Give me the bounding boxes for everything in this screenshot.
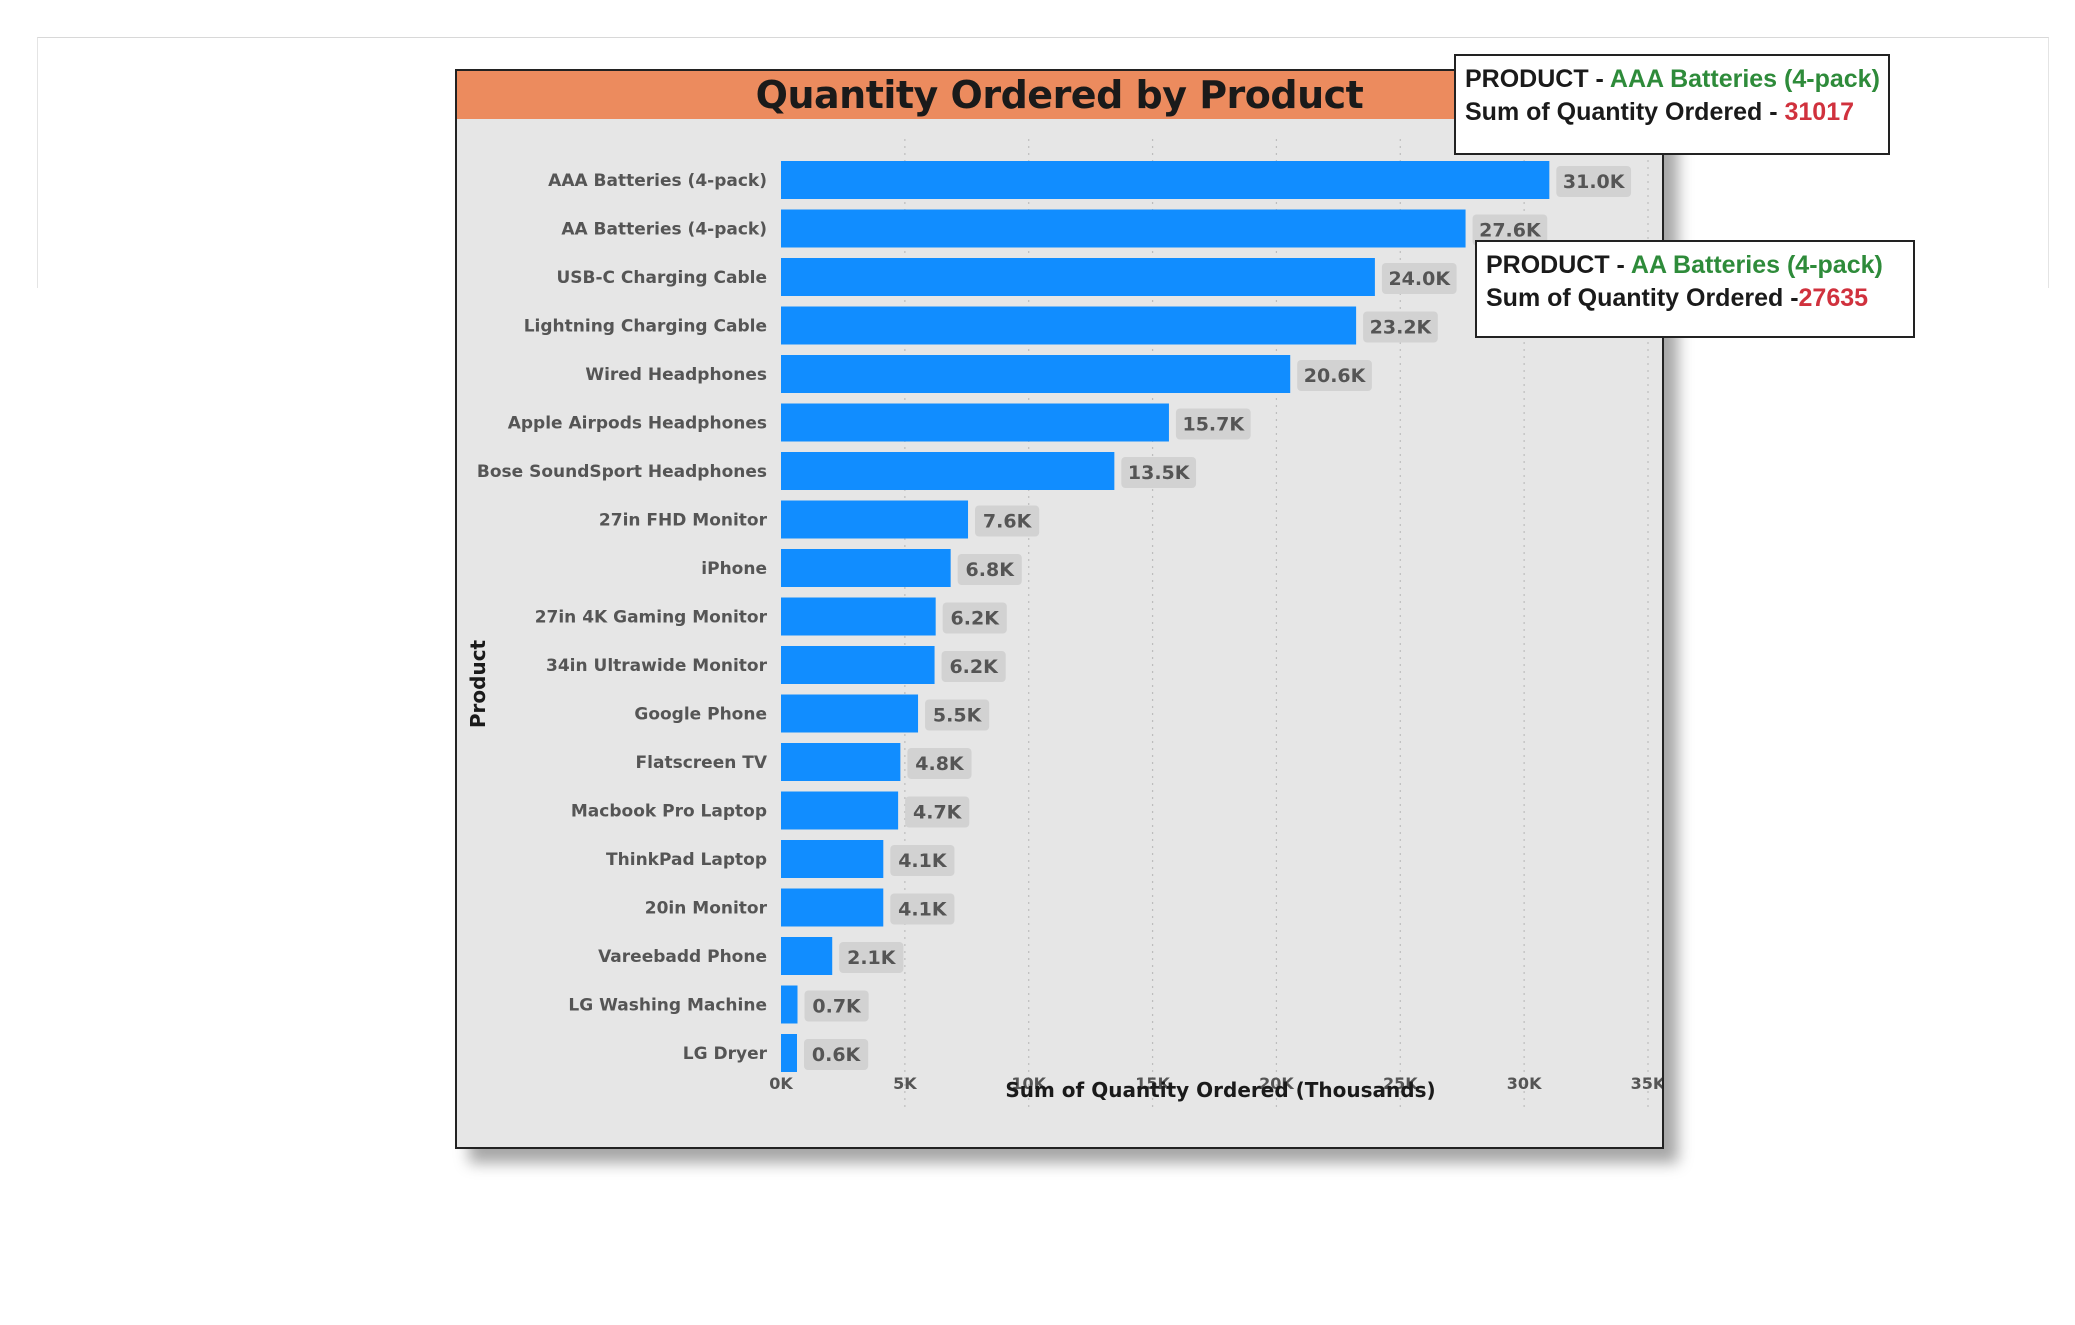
tooltip-product-label: PRODUCT -: [1465, 65, 1610, 93]
bar: [781, 937, 833, 975]
bar: [781, 258, 1375, 296]
tooltip-aaa-batteries: PRODUCT - AAA Batteries (4-pack) Sum of …: [1454, 54, 1890, 155]
bar: [781, 355, 1291, 393]
data-label-background: [890, 893, 955, 925]
bar: [781, 985, 798, 1024]
y-axis-title: Product: [466, 639, 490, 728]
tooltip-product-label: PRODUCT -: [1486, 251, 1631, 279]
category-label: Vareebadd Phone: [598, 947, 767, 967]
category-label: Google Phone: [634, 705, 767, 725]
bar: [781, 791, 899, 830]
x-tick-label: 5K: [893, 1074, 917, 1093]
category-label: 34in Ultrawide Monitor: [546, 656, 768, 676]
data-label: 0.6K: [812, 1044, 862, 1066]
data-label: 4.7K: [913, 802, 963, 824]
bar: [781, 500, 969, 539]
data-label-background: [1556, 166, 1632, 197]
data-label: 6.8K: [966, 559, 1016, 581]
data-label-background: [804, 990, 869, 1022]
bar: [781, 209, 1466, 248]
x-tick-label: 10K: [1011, 1074, 1046, 1093]
bar: [781, 306, 1357, 345]
bar: [781, 597, 936, 636]
tooltip-measure-label: Sum of Quantity Ordered -: [1486, 284, 1799, 312]
category-label: 27in FHD Monitor: [599, 511, 768, 531]
bar: [781, 840, 884, 878]
data-label-background: [905, 796, 970, 828]
x-tick-label: 25K: [1383, 1074, 1418, 1093]
data-label-background: [975, 505, 1040, 537]
bar: [781, 161, 1550, 199]
data-label-background: [1363, 311, 1438, 343]
category-label: 20in Monitor: [645, 899, 768, 919]
category-label: Bose SoundSport Headphones: [477, 462, 767, 482]
data-label-background: [1121, 457, 1197, 488]
data-label-background: [907, 748, 972, 779]
data-label: 5.5K: [933, 705, 983, 727]
bar: [781, 549, 951, 587]
data-label: 20.6K: [1304, 365, 1367, 387]
data-label: 4.1K: [898, 850, 948, 872]
data-label-background: [941, 651, 1006, 682]
data-label-background: [925, 699, 990, 731]
x-tick-label: 20K: [1259, 1074, 1294, 1093]
data-label-background: [1297, 360, 1372, 391]
data-label: 6.2K: [951, 608, 1001, 630]
x-tick-label: 15K: [1135, 1074, 1170, 1093]
x-tick-label: 0K: [769, 1074, 793, 1093]
data-label: 4.1K: [898, 899, 948, 921]
data-label-background: [1381, 263, 1457, 294]
category-label: AAA Batteries (4-pack): [548, 171, 767, 191]
category-label: USB-C Charging Cable: [556, 268, 767, 288]
data-label: 31.0K: [1563, 171, 1626, 193]
tooltip-measure-value: 31017: [1784, 98, 1855, 126]
x-tick-label: 35K: [1631, 1074, 1662, 1093]
chart-title: Quantity Ordered by Product: [755, 73, 1364, 117]
category-label: Apple Airpods Headphones: [508, 414, 767, 434]
data-label-background: [1472, 214, 1548, 246]
category-label: LG Dryer: [683, 1044, 768, 1064]
data-label: 6.2K: [949, 656, 999, 678]
data-label-background: [839, 942, 904, 973]
data-label-background: [890, 845, 955, 876]
bar: [781, 694, 919, 733]
data-label: 2.1K: [847, 947, 897, 969]
tooltip-measure-label: Sum of Quantity Ordered -: [1465, 98, 1785, 126]
data-label: 4.8K: [915, 753, 965, 775]
category-label: Macbook Pro Laptop: [571, 802, 767, 822]
data-label: 13.5K: [1128, 462, 1191, 484]
tooltip-product-value: AAA Batteries (4-pack): [1609, 65, 1880, 93]
data-label-background: [942, 602, 1007, 634]
report-page-frame: [37, 37, 2049, 288]
bar: [781, 403, 1169, 442]
category-label: Wired Headphones: [585, 365, 767, 385]
category-label: 27in 4K Gaming Monitor: [535, 608, 768, 628]
category-label: Flatscreen TV: [636, 753, 768, 773]
tooltip-aa-batteries: PRODUCT - AA Batteries (4-pack) Sum of Q…: [1475, 240, 1915, 338]
data-label: 24.0K: [1388, 268, 1451, 290]
bar: [781, 452, 1115, 490]
category-label: Lightning Charging Cable: [524, 317, 767, 337]
data-label: 27.6K: [1479, 220, 1542, 242]
category-label: ThinkPad Laptop: [606, 850, 767, 870]
data-label: 0.7K: [812, 996, 862, 1018]
data-label: 7.6K: [983, 511, 1033, 533]
data-label: 15.7K: [1182, 414, 1245, 436]
category-label: LG Washing Machine: [568, 996, 767, 1016]
bar: [781, 1034, 798, 1072]
tooltip-product-value: AA Batteries (4-pack): [1630, 251, 1883, 279]
category-label: iPhone: [701, 559, 767, 579]
bar: [781, 646, 935, 684]
bar-chart-visual[interactable]: Quantity Ordered by Product 0K 5K 10K 15K 20…: [455, 69, 1664, 1149]
data-label: 23.2K: [1370, 317, 1433, 339]
x-tick-label: 30K: [1507, 1074, 1542, 1093]
x-axis-title: Sum of Quantity Ordered (Thousands): [1005, 1078, 1435, 1102]
data-label-background: [1175, 408, 1251, 440]
category-label: AA Batteries (4-pack): [561, 220, 767, 240]
bar: [781, 743, 901, 781]
data-label-background: [957, 554, 1022, 585]
tooltip-measure-value: 27635: [1798, 284, 1869, 312]
bar: [781, 888, 884, 927]
data-label-background: [804, 1039, 869, 1070]
